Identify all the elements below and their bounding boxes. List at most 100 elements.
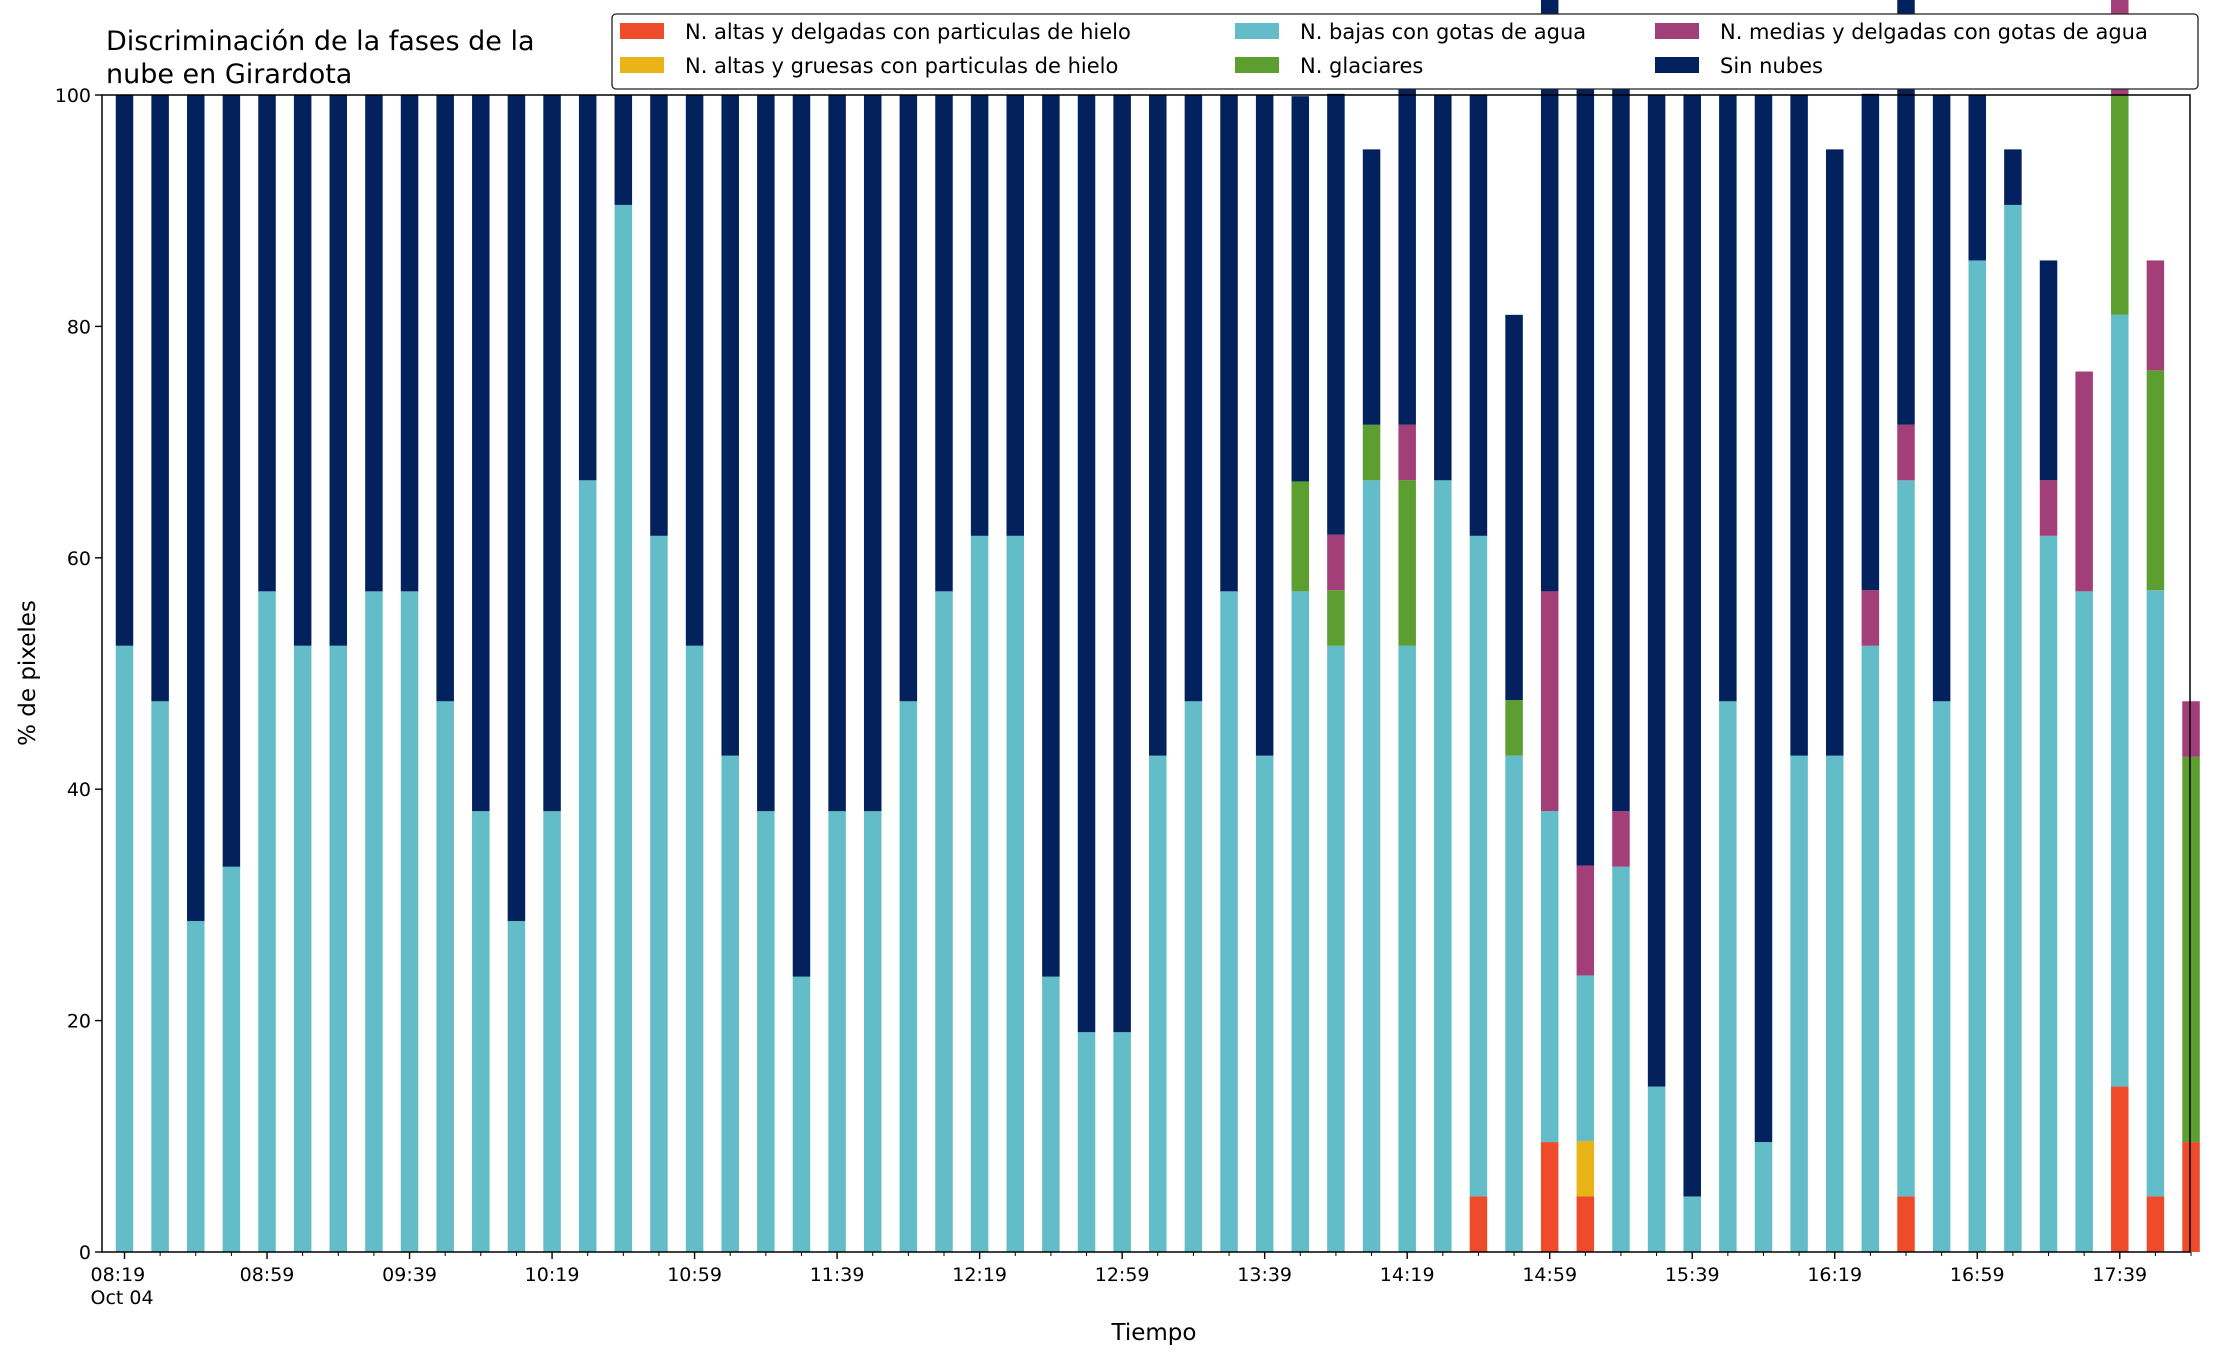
bar-segment-s2-18	[757, 811, 775, 1252]
bar-segment-s2-11	[507, 921, 526, 1252]
bar-segment-s1-41	[1576, 1140, 1595, 1197]
x-axis: 08:19 Oct 04 08:59 09:39 10:19 10:59 11:39 12:1…	[91, 1252, 2192, 1309]
bar-segment-s5-24	[970, 95, 989, 536]
bar-segment-s4-42	[1612, 811, 1630, 867]
x-tick-label: 14:19	[1380, 1264, 1435, 1286]
legend-swatch	[1235, 23, 1279, 39]
bar-segment-s2-32	[1255, 755, 1274, 1252]
y-axis-label: % de pixeles	[15, 600, 41, 746]
bar-segment-s2-50	[1897, 480, 1915, 1197]
bar-segment-s2-49	[1861, 645, 1880, 1252]
y-tick-label: 100	[55, 85, 91, 107]
bar-segment-s2-39	[1505, 755, 1523, 1252]
bar-segment-s3-36	[1398, 480, 1416, 646]
y-tick-label: 80	[67, 316, 91, 338]
legend-swatch	[1655, 23, 1699, 39]
bar-segment-s5-38	[1469, 95, 1488, 536]
bar-segment-s5-44	[1683, 95, 1701, 1197]
bar-segment-s5-42	[1612, 39, 1630, 812]
x-tick-label: 08:59	[240, 1264, 295, 1286]
bar-segment-s5-30	[1184, 95, 1203, 702]
x-axis-label: Tiempo	[1111, 1320, 1197, 1346]
bar-segment-s3-34	[1327, 590, 1345, 646]
bar-segment-s2-8	[400, 591, 419, 1252]
bar-segment-s2-41	[1576, 975, 1595, 1141]
bar-segment-s2-34	[1327, 645, 1345, 1252]
legend-box	[611, 13, 2199, 90]
bar-segment-s5-43	[1647, 95, 1666, 1087]
bar-segment-s0-58	[2182, 1142, 2200, 1252]
legend: N. altas y delgadas con particulas de hi…	[611, 13, 2199, 90]
bar-segment-s2-4	[258, 591, 276, 1252]
bar-segment-s5-2	[187, 95, 205, 922]
bar-segment-s5-28	[1113, 95, 1131, 1033]
legend-label: N. altas y delgadas con particulas de hi…	[685, 20, 1131, 44]
bar-segment-s2-21	[863, 811, 882, 1252]
bar-segment-s2-12	[543, 811, 561, 1252]
bar-segment-s2-40	[1540, 811, 1559, 1143]
bar-segment-s5-17	[721, 95, 739, 756]
bar-segment-s5-5	[293, 95, 312, 646]
bar-segment-s5-20	[828, 95, 846, 812]
bar-segment-s2-30	[1184, 701, 1203, 1252]
bar-segment-s5-32	[1255, 95, 1274, 756]
x-tick-label: 16:59	[1950, 1264, 2005, 1286]
bar-segment-s4-34	[1327, 534, 1345, 591]
legend-swatch	[1655, 57, 1699, 73]
bar-segment-s0-38	[1469, 1196, 1488, 1252]
legend-label: N. altas y gruesas con particulas de hie…	[685, 54, 1118, 78]
bar-segment-s5-40	[1540, 0, 1559, 592]
bar-segment-s2-43	[1647, 1086, 1666, 1252]
bar-segment-s5-1	[151, 95, 169, 702]
bar-segment-s2-36	[1398, 645, 1416, 1252]
bar-segment-s5-19	[792, 95, 811, 977]
bar-segment-s2-19	[792, 976, 811, 1252]
legend-label: N. bajas con gotas de agua	[1300, 20, 1586, 44]
bar-segment-s2-26	[1042, 976, 1060, 1252]
bar-segment-s2-13	[578, 480, 597, 1252]
bar-segment-s5-41	[1576, 39, 1595, 866]
bar-segment-s5-13	[578, 95, 597, 481]
y-axis: 0 20 40 60 80 100	[55, 85, 102, 1264]
bar-segment-s5-10	[472, 95, 490, 812]
x-tick-label: 11:39	[810, 1264, 865, 1286]
bar-segment-s5-8	[400, 95, 419, 592]
bar-segment-s2-28	[1113, 1032, 1131, 1252]
bar-segment-s5-22	[899, 95, 918, 702]
bar-segment-s5-35	[1362, 149, 1381, 425]
x-tick-label: 10:19	[525, 1264, 580, 1286]
plot-frame	[101, 94, 2191, 1253]
bar-segment-s4-57	[2146, 260, 2165, 371]
bar-segment-s2-48	[1825, 755, 1844, 1252]
legend-label: N. medias y delgadas con gotas de agua	[1720, 20, 2148, 44]
bar-segment-s2-35	[1362, 480, 1381, 1252]
bar-segment-s2-17	[721, 755, 739, 1252]
bar-segment-s5-11	[507, 95, 526, 922]
bar-segment-s5-6	[329, 95, 348, 646]
bar-segment-s3-35	[1362, 424, 1381, 481]
bar-segment-s5-34	[1327, 93, 1345, 535]
bar-segment-s5-46	[1754, 95, 1773, 1143]
bar-segment-s0-57	[2146, 1196, 2165, 1252]
bar-segment-s2-27	[1077, 1032, 1096, 1252]
bar-segment-s2-23	[935, 591, 953, 1252]
bar-segment-s2-38	[1469, 535, 1488, 1197]
bar-segment-s2-16	[685, 645, 704, 1252]
bar-segment-s5-50	[1897, 0, 1915, 425]
bar-segment-s5-9	[436, 95, 454, 702]
bar-segment-s5-18	[757, 95, 775, 812]
bar-segment-s2-53	[2004, 204, 2022, 1252]
legend-label: N. glaciares	[1300, 54, 1423, 78]
bar-segment-s5-7	[365, 95, 383, 592]
bar-segment-s5-49	[1861, 93, 1880, 591]
legend-swatch	[1235, 57, 1279, 73]
bar-segment-s2-52	[1968, 260, 1987, 1252]
bar-segment-s2-7	[365, 591, 383, 1252]
bar-segment-s0-50	[1897, 1196, 1915, 1252]
bar-segment-s4-55	[2075, 371, 2093, 592]
bar-segment-s5-53	[2004, 149, 2022, 205]
bar-segment-s5-31	[1220, 95, 1238, 592]
bar-segment-s4-36	[1398, 424, 1416, 481]
bar-segment-s5-37	[1434, 95, 1452, 481]
